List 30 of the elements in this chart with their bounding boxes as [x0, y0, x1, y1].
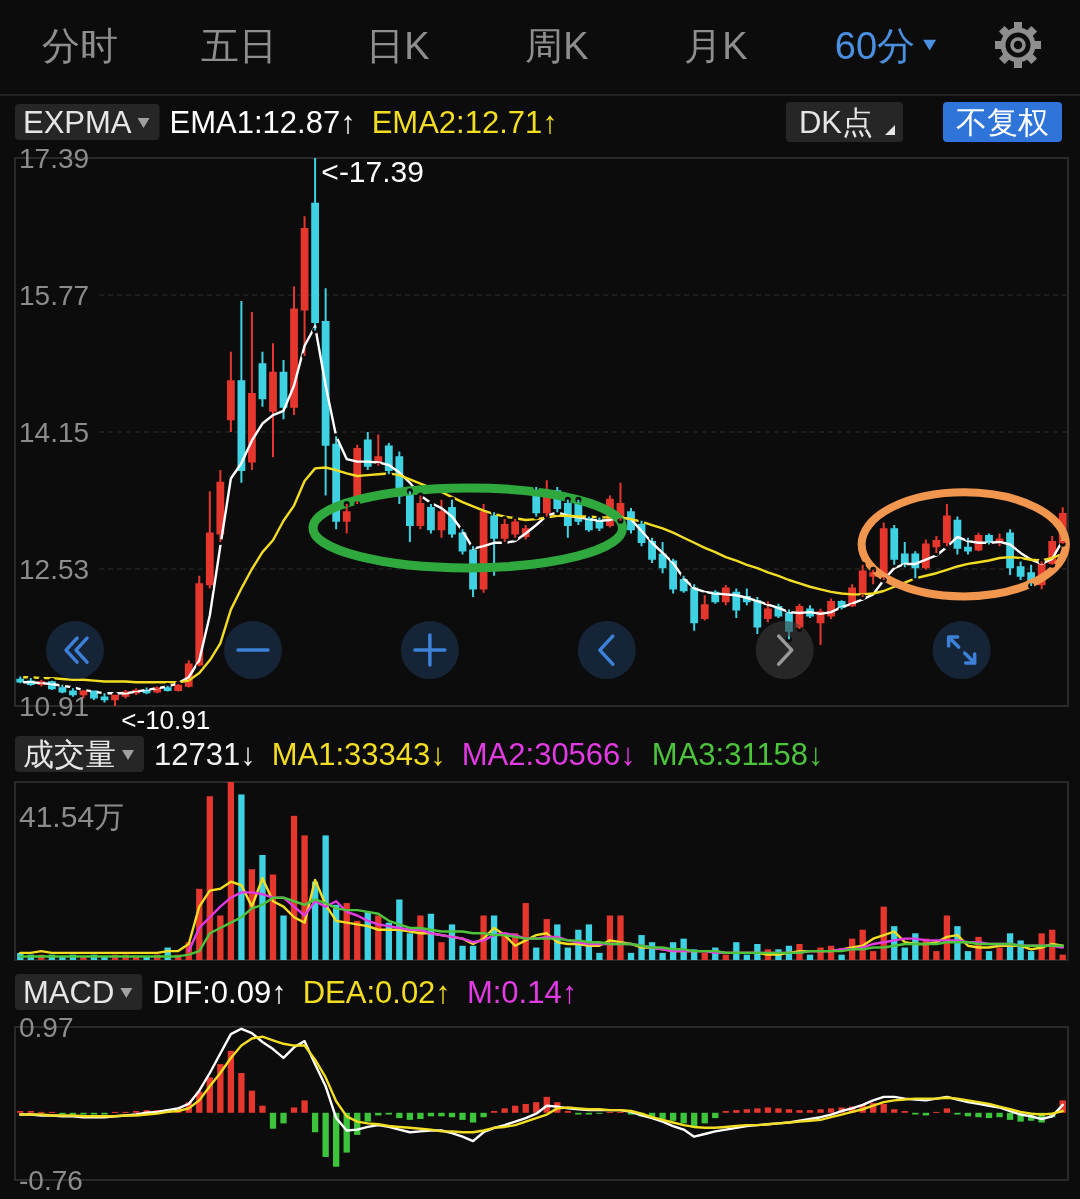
- text: MA2:30566↓: [461, 736, 636, 772]
- text: 分时: [42, 25, 118, 67]
- text: 日K: [366, 25, 430, 67]
- chart-title: 成交量: [23, 736, 116, 772]
- y-tick-label: 15.77: [19, 279, 90, 311]
- text: M:0.14↑: [466, 974, 578, 1010]
- text: 60分: [834, 25, 916, 67]
- y-tick-label: 14.15: [19, 416, 90, 448]
- text: MA1:33343↓: [271, 736, 446, 772]
- annotation: 41.54万: [19, 799, 125, 833]
- text: EMA2:12.71↑: [371, 104, 558, 140]
- text: DK点: [798, 104, 873, 140]
- text: 周K: [525, 25, 589, 67]
- text: EMA1:12.87↑: [169, 104, 356, 140]
- annotation: <-10.91: [121, 705, 211, 736]
- series-label: DIF:0.09↑: [152, 974, 287, 1010]
- y-tick-label: 17.39: [19, 142, 90, 174]
- y-tick-label: 12.53: [19, 553, 90, 585]
- annotation: <-17.39: [321, 154, 424, 188]
- chart-title: MACD: [23, 974, 115, 1010]
- y-tick-label: 10.91: [19, 690, 90, 722]
- text: 不复权: [956, 104, 1049, 140]
- text: 五日: [201, 25, 277, 67]
- series-label: DEA:0.02↑: [302, 974, 451, 1010]
- text: 月K: [684, 25, 748, 67]
- chart-title: EXPMA: [23, 104, 132, 140]
- text: 12731↓: [154, 736, 256, 772]
- y-tick-label: -0.76: [19, 1164, 83, 1196]
- y-tick-label: 0.97: [19, 1011, 74, 1043]
- text: MA3:31158↓: [651, 736, 824, 772]
